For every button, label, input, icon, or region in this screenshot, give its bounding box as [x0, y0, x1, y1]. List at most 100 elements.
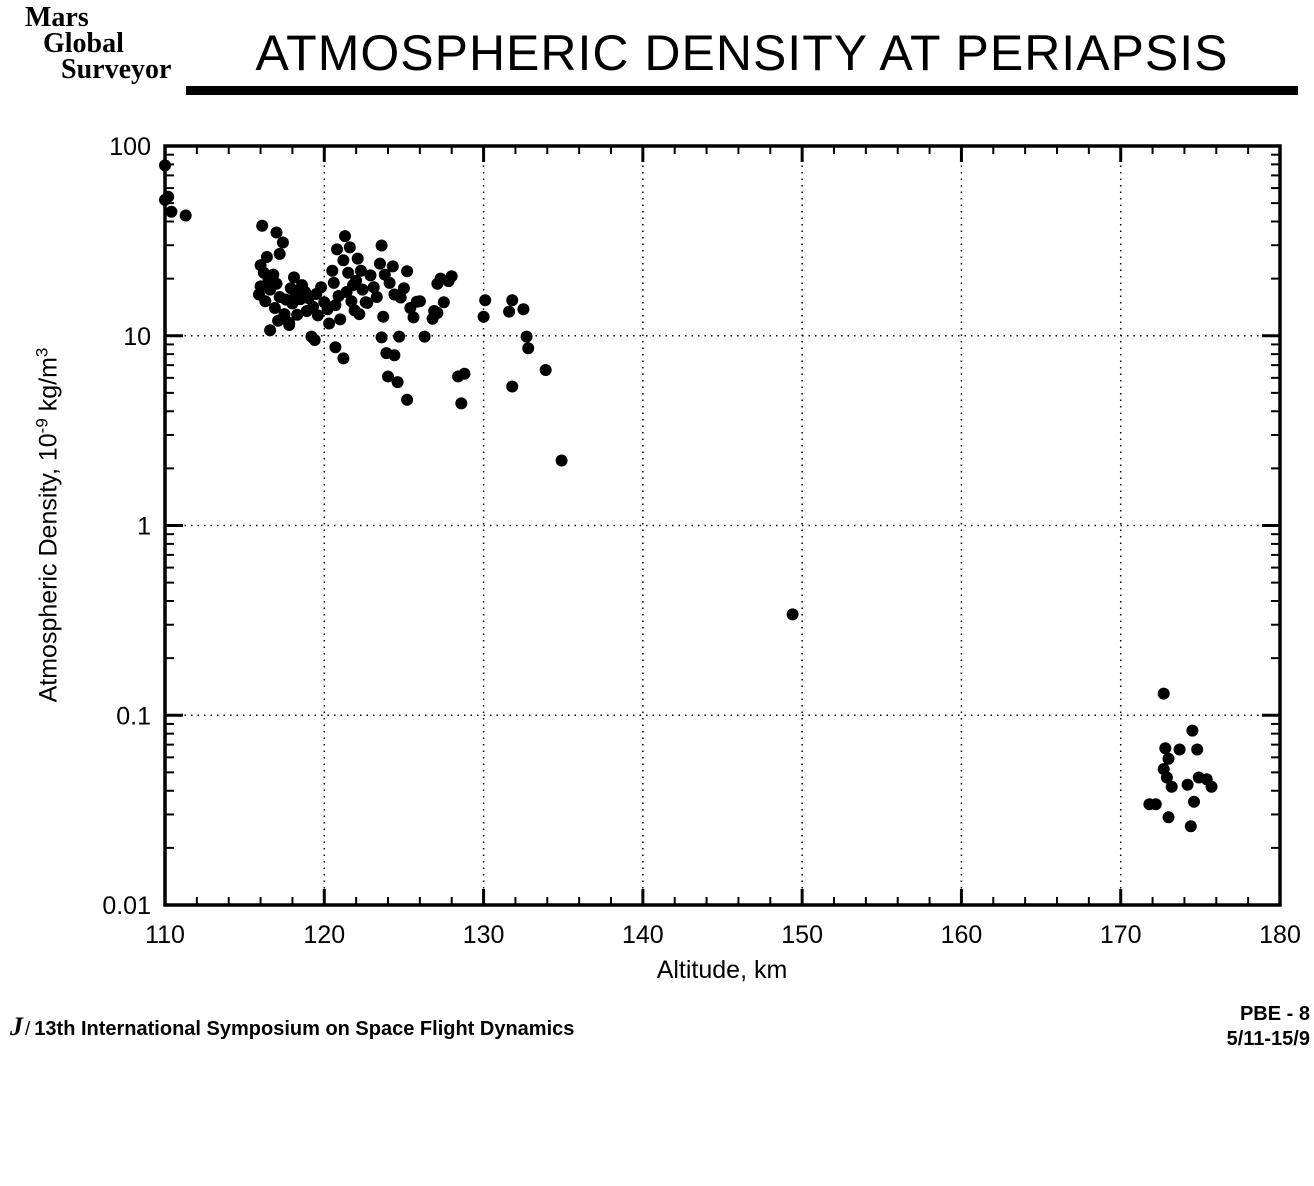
data-point — [267, 268, 280, 281]
data-point — [256, 219, 269, 232]
title-underline — [186, 86, 1298, 95]
data-point — [1160, 771, 1173, 784]
footer-initial: J — [10, 1012, 23, 1041]
data-point — [270, 226, 283, 239]
data-point — [1191, 743, 1204, 756]
data-point — [370, 291, 383, 303]
data-point — [361, 296, 374, 309]
footer-date-range: 5/11-15/9 — [1226, 1028, 1310, 1050]
data-point — [520, 330, 533, 343]
x-axis-label: Altitude, km — [657, 956, 788, 984]
y-tick-labels: 100 10 1 0.1 0.01 — [102, 133, 151, 920]
data-point — [334, 313, 347, 326]
data-point — [374, 257, 386, 270]
data-point — [270, 277, 283, 290]
data-point — [179, 209, 192, 222]
data-point — [331, 243, 343, 256]
data-point — [291, 308, 304, 321]
mission-logo: Mars Global Surveyor — [25, 4, 171, 84]
data-point — [276, 236, 289, 249]
data-point — [1205, 780, 1218, 793]
data-point — [455, 397, 468, 410]
data-point — [383, 276, 396, 289]
data-point — [418, 330, 431, 343]
x-tick-label: 180 — [1259, 921, 1301, 949]
data-point — [329, 299, 342, 312]
data-point — [539, 364, 552, 376]
data-point — [260, 251, 273, 263]
data-point — [522, 342, 535, 355]
data-point — [437, 296, 450, 309]
data-point — [431, 277, 444, 290]
data-point — [1173, 743, 1186, 756]
data-point — [1186, 724, 1199, 737]
y-tick-label: 100 — [109, 133, 151, 161]
data-point — [1149, 798, 1162, 811]
data-point — [364, 269, 377, 282]
data-point — [337, 254, 350, 267]
data-point — [283, 319, 296, 331]
data-points — [159, 159, 1218, 833]
x-tick-label: 150 — [781, 921, 823, 949]
x-tick-label: 170 — [1100, 921, 1142, 949]
footer-slide-id: PBE - 8 5/11-15/9 — [1227, 1002, 1310, 1052]
data-point — [311, 309, 324, 322]
data-point — [165, 205, 178, 218]
data-point — [350, 274, 363, 287]
data-point — [272, 314, 285, 327]
y-tick-label: 0.1 — [116, 702, 151, 730]
data-point — [1162, 811, 1175, 824]
data-point — [273, 247, 286, 260]
data-point — [159, 159, 171, 172]
y-tick-label: 10 — [123, 323, 151, 351]
data-point — [342, 266, 355, 279]
data-point — [386, 260, 399, 273]
data-point — [393, 330, 406, 343]
data-point — [1162, 752, 1175, 765]
data-point — [1165, 780, 1178, 793]
data-point — [442, 275, 455, 288]
data-point — [413, 295, 426, 308]
data-point — [326, 264, 339, 277]
data-point — [353, 308, 366, 321]
logo-line-global: Global — [43, 28, 124, 59]
data-point — [431, 306, 444, 319]
y-tick-label: 0.01 — [102, 892, 151, 920]
data-point — [1159, 742, 1172, 755]
data-point — [308, 334, 321, 346]
data-point — [345, 295, 358, 308]
data-point — [397, 282, 410, 295]
data-point — [159, 193, 171, 206]
data-point — [315, 281, 328, 294]
data-point — [1181, 778, 1194, 791]
x-tick-label: 120 — [303, 921, 345, 949]
data-point — [259, 295, 272, 308]
data-point — [503, 305, 516, 318]
data-point — [351, 252, 364, 265]
data-point — [401, 265, 414, 278]
x-tick-label: 130 — [463, 921, 505, 949]
data-point — [264, 324, 277, 337]
data-point — [377, 310, 390, 323]
data-point — [506, 380, 519, 393]
x-tick-label: 140 — [622, 921, 664, 949]
data-point — [1188, 795, 1200, 808]
data-point — [354, 264, 367, 277]
data-point — [268, 302, 281, 314]
plot-border — [163, 144, 1282, 907]
footer-separator: / — [25, 1019, 31, 1040]
data-point — [375, 331, 388, 344]
grid-lines — [165, 146, 1280, 905]
page-title: ATMOSPHERIC DENSITY AT PERIAPSIS — [255, 25, 1229, 81]
data-point — [517, 303, 530, 316]
data-point — [329, 341, 342, 354]
x-tick-label: 110 — [145, 921, 185, 949]
data-point — [382, 370, 394, 383]
data-point — [555, 454, 568, 467]
data-point — [479, 294, 492, 307]
data-point — [337, 352, 350, 365]
data-point — [343, 241, 356, 254]
data-point — [1157, 687, 1170, 700]
